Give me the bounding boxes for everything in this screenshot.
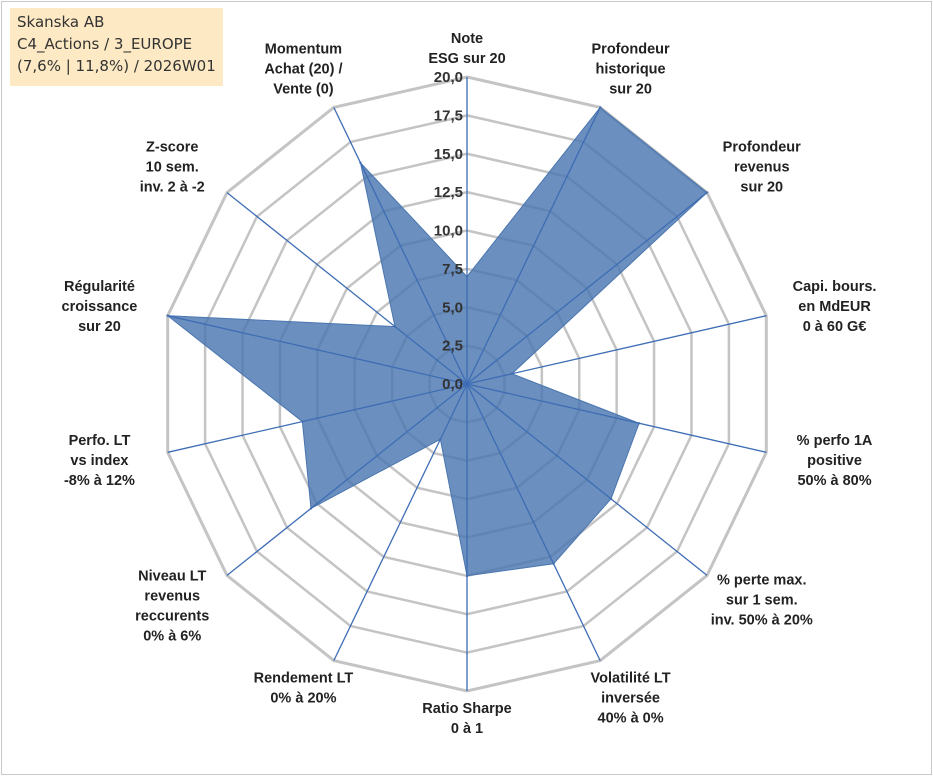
axis-label-line: vs index <box>70 453 128 469</box>
axis-label-line: en MdEUR <box>798 299 871 315</box>
axis-label: Niveau LT revenus reccurents 0% à 6% <box>135 569 209 645</box>
axis-spoke <box>466 383 601 661</box>
axis-spoke <box>466 192 708 385</box>
axis-label-line: Rendement LT <box>254 671 354 687</box>
axis-label-line: sur 1 sem. <box>726 592 798 608</box>
axis-label: % perfo 1A positive 50% à 80% <box>797 433 873 489</box>
period-label: (7,6% | 11,8%) / 2026W01 <box>17 57 216 75</box>
tick-label: 12,5 <box>434 184 463 201</box>
axis-label-line: croissance <box>62 299 138 315</box>
tick-label: 17,5 <box>434 107 463 124</box>
axis-label-line: reccurents <box>135 609 209 625</box>
axis-spoke <box>167 315 468 385</box>
axis-label-line: Momentum <box>265 41 342 57</box>
axis-label-line: 0 à 1 <box>451 721 483 737</box>
axis-label-line: Z-score <box>146 140 198 156</box>
axis-label: Profondeur revenus sur 20 <box>723 140 801 196</box>
axis-spoke <box>333 383 468 661</box>
axis-label-line: Volatilité LT <box>591 671 671 687</box>
axis-label-line: Vente (0) <box>273 81 334 97</box>
axis-label: % perte max. sur 1 sem. inv. 50% à 20% <box>711 572 813 628</box>
axis-label-line: revenus <box>734 160 790 176</box>
axis-spoke <box>466 383 767 453</box>
axis-spoke <box>167 383 468 453</box>
info-box: Skanska AB C4_Actions / 3_EUROPE (7,6% |… <box>10 8 223 86</box>
axis-spoke <box>466 107 601 385</box>
axis-label-line: 0% à 6% <box>143 629 201 645</box>
axis-label-line: ESG sur 20 <box>428 51 505 67</box>
axis-label-line: Profondeur <box>723 140 801 156</box>
tick-label: 7,5 <box>442 261 463 278</box>
axis-label-line: inv. 2 à -2 <box>140 180 205 196</box>
axis-spoke <box>226 383 468 576</box>
axis-label-line: Profondeur <box>592 41 670 57</box>
axis-label-line: 50% à 80% <box>797 473 871 489</box>
axis-label: Perfo. LT vs index -8% à 12% <box>64 433 135 489</box>
axis-label-line: inv. 50% à 20% <box>711 612 813 628</box>
axis-label-line: positive <box>807 453 862 469</box>
axis-label: Z-score 10 sem. inv. 2 à -2 <box>140 140 205 196</box>
tick-label: 20,0 <box>434 69 463 86</box>
axis-label-line: sur 20 <box>78 319 121 335</box>
axis-label: Volatilité LT inversée 40% à 0% <box>591 671 671 727</box>
category-label: C4_Actions / 3_EUROPE <box>17 35 193 53</box>
axis-spoke <box>226 192 468 385</box>
axis-label-line: inversée <box>601 691 660 707</box>
axis-spoke <box>466 315 767 385</box>
axis-label-line: revenus <box>144 589 200 605</box>
axis-label-line: % perfo 1A <box>797 433 873 449</box>
tick-label: 10,0 <box>434 223 463 240</box>
axis-spoke <box>333 107 468 385</box>
axis-label-line: Niveau LT <box>138 569 206 585</box>
tick-label: 15,0 <box>434 146 463 163</box>
axis-label-line: Note <box>451 31 483 47</box>
axis-label-line: 40% à 0% <box>598 711 664 727</box>
axis-label-line: 10 sem. <box>146 160 199 176</box>
tick-label: 5,0 <box>442 299 463 316</box>
axis-label-line: sur 20 <box>740 180 783 196</box>
axis-label-line: Ratio Sharpe <box>422 701 511 717</box>
axis-label-line: historique <box>596 61 666 77</box>
axis-label: Ratio Sharpe 0 à 1 <box>422 701 511 737</box>
axis-label-line: Capi. bours. <box>793 279 877 295</box>
axis-label-line: 0 à 60 G€ <box>803 319 867 335</box>
tick-label: 2,5 <box>442 338 463 355</box>
axis-label: Profondeur historique sur 20 <box>592 41 670 97</box>
axis-label-line: Achat (20) / <box>264 61 342 77</box>
axis-label-line: -8% à 12% <box>64 473 135 489</box>
axis-label: Capi. bours. en MdEUR 0 à 60 G€ <box>793 279 877 335</box>
axis-spoke <box>466 383 708 576</box>
data-area <box>166 106 708 577</box>
axis-label: Momentum Achat (20) / Vente (0) <box>264 41 342 97</box>
company-name: Skanska AB <box>17 13 105 31</box>
axis-label: Régularité croissance sur 20 <box>62 279 138 335</box>
axis-label-line: sur 20 <box>609 81 652 97</box>
tick-label: 0,0 <box>442 376 463 393</box>
axis-label-line: Perfo. LT <box>69 433 131 449</box>
axis-label: Note ESG sur 20 <box>428 31 505 67</box>
axis-label-line: % perte max. <box>717 572 806 588</box>
axis-label-line: 0% à 20% <box>270 691 336 707</box>
axis-label: Rendement LT 0% à 20% <box>254 671 354 707</box>
axis-label-line: Régularité <box>64 279 135 295</box>
